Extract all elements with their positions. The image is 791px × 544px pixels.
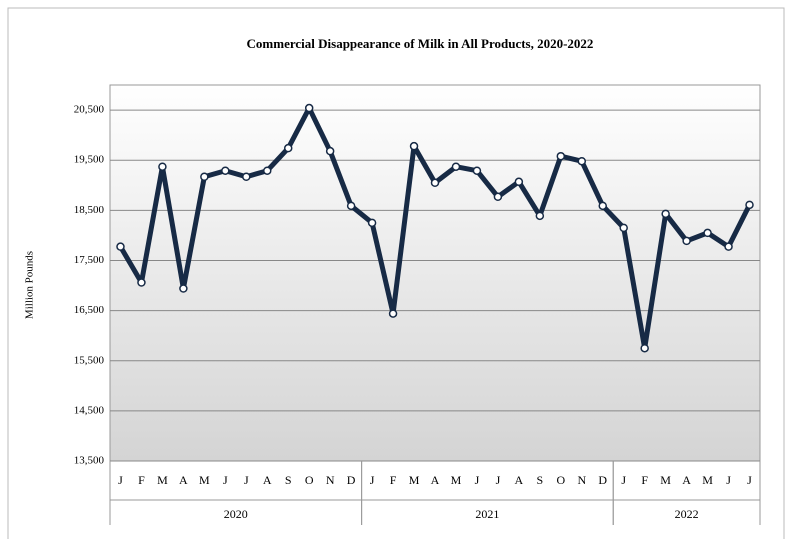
x-tick-label: D: [598, 473, 607, 487]
point-marker: [535, 211, 545, 221]
x-tick-label: A: [682, 473, 691, 487]
point-marker: [724, 242, 733, 251]
y-tick-label: 20,500: [74, 104, 105, 116]
y-tick-label: 16,500: [74, 304, 105, 316]
y-tick-label: 14,500: [74, 404, 105, 416]
point-marker: [242, 172, 251, 181]
y-axis-label: Million Pounds: [24, 251, 36, 319]
x-tick-label: M: [702, 473, 713, 487]
point-marker: [682, 236, 691, 246]
point-marker: [493, 192, 503, 202]
point-marker: [263, 166, 272, 175]
x-tick-label: N: [577, 473, 586, 487]
y-tick-label: 13,500: [74, 455, 105, 467]
point-marker: [745, 200, 754, 210]
x-tick-label: J: [244, 473, 249, 487]
point-marker: [179, 284, 188, 293]
x-tick-label: A: [179, 473, 188, 487]
x-group-label: 2022: [675, 507, 699, 521]
y-tick-label: 18,500: [74, 204, 105, 216]
x-tick-label: M: [157, 473, 168, 487]
x-tick-label: S: [285, 473, 292, 487]
chart-title: Commercial Disappearance of Milk in All …: [247, 36, 594, 51]
point-marker: [703, 228, 712, 238]
x-tick-label: O: [305, 473, 314, 487]
point-marker: [221, 166, 230, 175]
point-marker: [367, 218, 377, 228]
point-marker: [304, 103, 314, 113]
point-marker: [137, 278, 146, 287]
x-tick-label: N: [326, 473, 335, 487]
x-tick-label: F: [390, 473, 397, 487]
point-marker: [388, 309, 398, 318]
point-marker: [514, 177, 524, 187]
point-marker: [556, 151, 566, 161]
point-marker: [158, 162, 167, 171]
y-tick-label: 19,500: [74, 154, 105, 166]
x-tick-label: J: [747, 473, 752, 487]
x-tick-label: O: [556, 473, 565, 487]
x-tick-label: F: [138, 473, 145, 487]
x-group-label: 2021: [475, 507, 499, 521]
x-tick-label: A: [263, 473, 272, 487]
x-tick-label: F: [641, 473, 648, 487]
point-marker: [598, 201, 607, 211]
point-marker: [325, 146, 335, 156]
x-tick-label: S: [536, 473, 543, 487]
x-tick-label: J: [475, 473, 480, 487]
x-tick-label: D: [347, 473, 356, 487]
x-tick-label: M: [451, 473, 462, 487]
point-marker: [472, 166, 482, 175]
x-tick-label: A: [431, 473, 440, 487]
x-tick-label: J: [726, 473, 731, 487]
x-tick-label: J: [223, 473, 228, 487]
point-marker: [409, 141, 419, 151]
point-marker: [200, 172, 209, 181]
point-marker: [116, 242, 125, 251]
y-tick-label: 17,500: [74, 254, 105, 266]
point-marker: [346, 201, 356, 211]
plot-area: [109, 84, 761, 462]
x-tick-label: J: [370, 473, 375, 487]
point-marker: [451, 162, 461, 171]
point-marker: [430, 178, 440, 188]
chart-frame: [7, 7, 785, 544]
point-marker: [619, 223, 628, 233]
x-tick-label: J: [496, 473, 501, 487]
y-tick-label: 15,500: [74, 354, 105, 366]
x-group-label: 2020: [224, 507, 248, 521]
point-marker: [577, 156, 587, 166]
x-tick-label: M: [660, 473, 671, 487]
x-tick-label: M: [199, 473, 210, 487]
point-marker: [283, 143, 293, 153]
x-tick-label: A: [515, 473, 524, 487]
x-tick-label: M: [409, 473, 420, 487]
point-marker: [640, 343, 649, 353]
x-tick-label: J: [118, 473, 123, 487]
point-marker: [661, 209, 670, 219]
x-tick-label: J: [621, 473, 626, 487]
